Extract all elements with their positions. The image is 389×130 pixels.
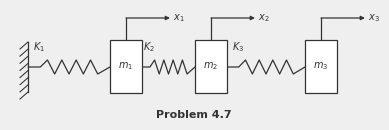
Bar [305, 40, 337, 93]
Text: $m_1$: $m_1$ [118, 61, 133, 72]
Text: $x_1$: $x_1$ [173, 12, 185, 24]
Text: $K_3$: $K_3$ [232, 40, 244, 54]
Bar [195, 40, 227, 93]
Text: $m_2$: $m_2$ [203, 61, 219, 72]
Text: $K_2$: $K_2$ [142, 40, 154, 54]
Text: $m_3$: $m_3$ [314, 61, 329, 72]
Text: $x_3$: $x_3$ [368, 12, 380, 24]
Text: $x_2$: $x_2$ [258, 12, 270, 24]
Bar [110, 40, 142, 93]
Text: Problem 4.7: Problem 4.7 [156, 110, 232, 120]
Text: $K_1$: $K_1$ [33, 40, 45, 54]
